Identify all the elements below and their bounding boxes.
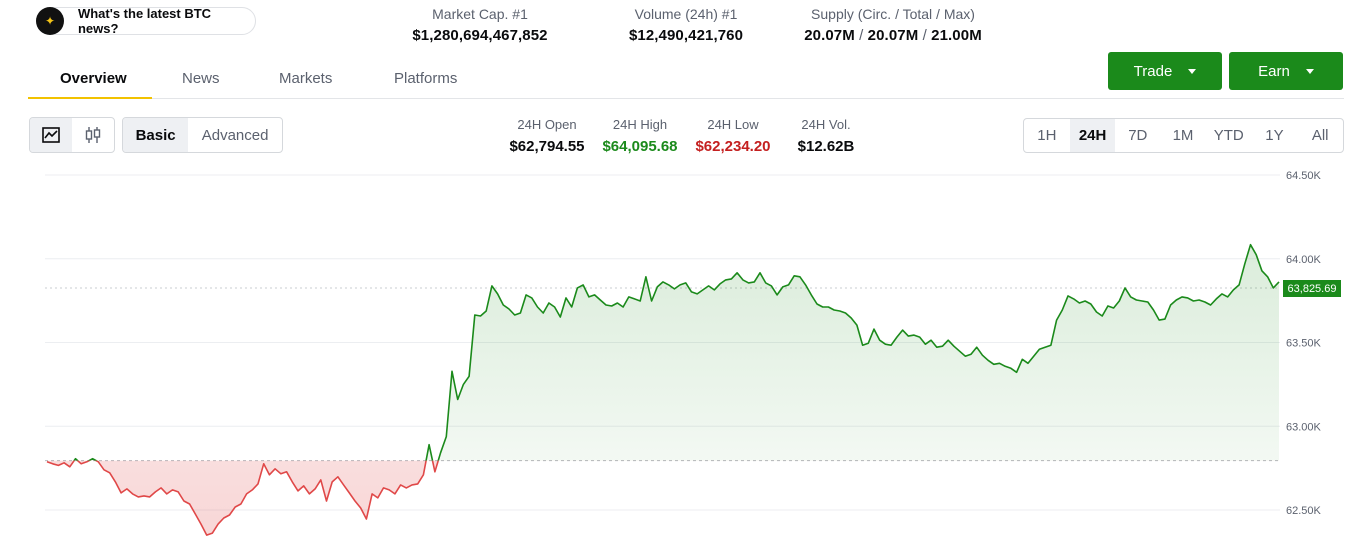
earn-label: Earn <box>1258 62 1290 80</box>
market-cap-value: $1,280,694,467,852 <box>412 27 548 44</box>
earn-button[interactable]: Earn <box>1229 52 1343 90</box>
range-all-button[interactable]: All <box>1311 127 1329 144</box>
day-open-stat: 24H Open $62,794.55 <box>500 117 594 155</box>
price-area-up <box>74 244 1279 461</box>
trade-label: Trade <box>1133 62 1173 80</box>
range-24h-button[interactable]: 24H <box>1069 119 1116 152</box>
candlestick-icon <box>85 127 101 143</box>
candlestick-chart-button[interactable] <box>72 118 114 152</box>
supply-circ: 20.07M <box>804 27 855 44</box>
supply-stat: Supply (Circ. / Total / Max) 20.07M / 20… <box>790 6 996 44</box>
day-low-stat: 24H Low $62,234.20 <box>686 117 780 155</box>
day-high-value: $64,095.68 <box>602 138 678 155</box>
supply-max: 21.00M <box>931 27 982 44</box>
chevron-down-icon <box>1305 68 1314 74</box>
time-range-selector: 1H 24H 7D 1M YTD 1Y All <box>1023 118 1344 153</box>
ask-ai-label: What's the latest BTC news? <box>77 6 212 36</box>
page-tabs: Overview News Markets Platforms <box>28 60 1344 99</box>
chart-type-toggle <box>29 117 115 153</box>
day-open-label: 24H Open <box>517 117 577 132</box>
advanced-view-button[interactable]: Advanced <box>201 126 269 144</box>
day-low-value: $62,234.20 <box>695 138 771 155</box>
price-area-down <box>47 460 1279 536</box>
day-high-label: 24H High <box>612 117 668 132</box>
supply-total: 20.07M <box>867 27 919 44</box>
sparkle-icon: ✦ <box>36 7 64 35</box>
market-cap-label: Market Cap. #1 <box>432 6 528 22</box>
y-axis: 64.50K 64.00K 63.50K 63.00K 62.50K <box>1286 170 1322 517</box>
y-tick-label: 63.00K <box>1286 421 1322 433</box>
view-mode-toggle: Basic Advanced <box>122 117 283 153</box>
day-low-label: 24H Low <box>707 117 759 132</box>
tab-overview[interactable]: Overview <box>60 70 127 87</box>
price-line-down <box>46 460 440 536</box>
active-tab-indicator <box>28 97 152 99</box>
price-line-up <box>73 243 1280 461</box>
line-chart-icon <box>42 127 60 143</box>
price-chart[interactable]: 64.50K 64.00K 63.50K 63.00K 62.50K <box>0 160 1370 550</box>
current-price-tag: 63,825.69 <box>1283 280 1341 297</box>
trade-button[interactable]: Trade <box>1108 52 1222 90</box>
range-1m-button[interactable]: 1M <box>1172 127 1194 144</box>
y-tick-label: 62.50K <box>1286 505 1322 517</box>
supply-value: 20.07M / 20.07M / 21.00M <box>790 27 996 44</box>
day-volume-stat: 24H Vol. $12.62B <box>786 117 866 155</box>
market-cap-stat: Market Cap. #1 $1,280,694,467,852 <box>400 6 560 44</box>
day-high-stat: 24H High $64,095.68 <box>594 117 686 155</box>
supply-sep: / <box>922 27 927 44</box>
y-tick-label: 63.50K <box>1286 338 1322 350</box>
tab-markets[interactable]: Markets <box>279 70 333 87</box>
day-open-value: $62,794.55 <box>509 138 585 155</box>
supply-sep: / <box>859 27 864 44</box>
range-1h-button[interactable]: 1H <box>1037 127 1057 144</box>
y-tick-label: 64.50K <box>1286 170 1322 182</box>
basic-view-button[interactable]: Basic <box>123 118 189 152</box>
day-volume-label: 24H Vol. <box>801 117 851 132</box>
chevron-down-icon <box>1188 68 1197 74</box>
tab-news[interactable]: News <box>182 70 220 87</box>
volume-label: Volume (24h) #1 <box>634 6 738 22</box>
range-ytd-button[interactable]: YTD <box>1213 127 1244 144</box>
line-chart-button[interactable] <box>30 118 72 152</box>
range-7d-button[interactable]: 7D <box>1128 127 1148 144</box>
volume-stat: Volume (24h) #1 $12,490,421,760 <box>606 6 766 44</box>
ask-ai-button[interactable]: ✦ What's the latest BTC news? <box>36 6 256 36</box>
range-1y-button[interactable]: 1Y <box>1265 127 1284 144</box>
volume-value: $12,490,421,760 <box>628 27 744 44</box>
tab-platforms[interactable]: Platforms <box>394 70 458 87</box>
y-tick-label: 64.00K <box>1286 254 1322 266</box>
supply-label: Supply (Circ. / Total / Max) <box>811 6 975 22</box>
day-volume-value: $12.62B <box>797 138 855 155</box>
